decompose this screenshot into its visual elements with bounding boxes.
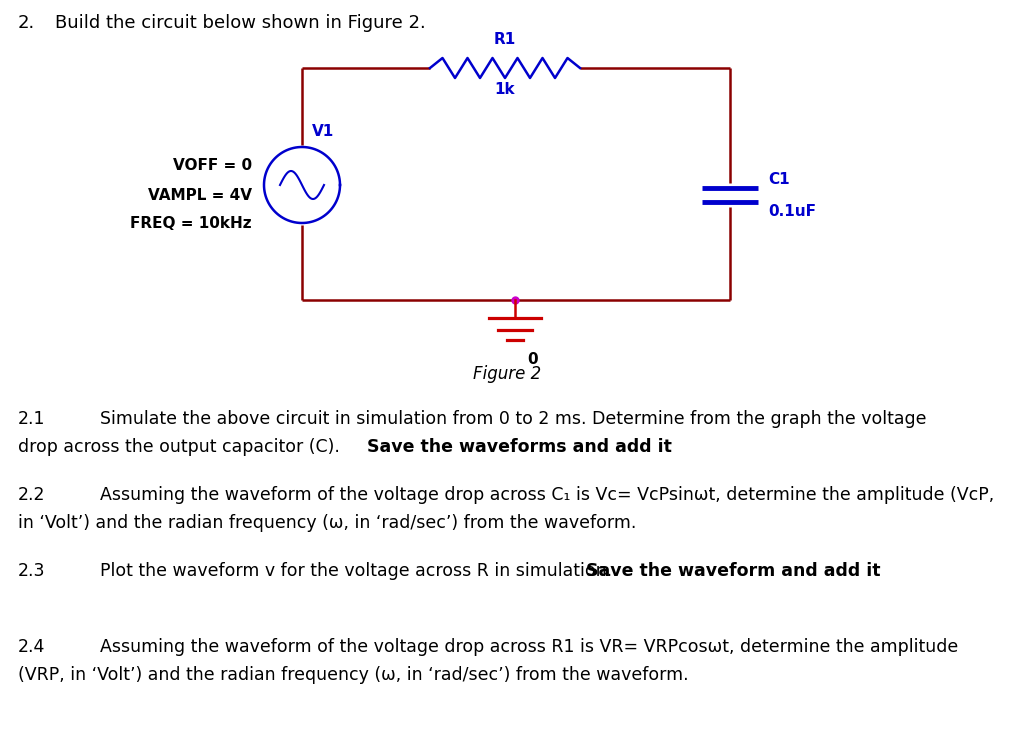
Text: Build the circuit below shown in Figure 2.: Build the circuit below shown in Figure …	[55, 14, 426, 32]
Text: 2.2: 2.2	[18, 486, 46, 504]
Text: Save the waveform and add it: Save the waveform and add it	[586, 562, 880, 580]
Text: Save the waveforms and add it: Save the waveforms and add it	[367, 438, 672, 456]
Text: Figure 2: Figure 2	[473, 365, 541, 383]
Text: VOFF = 0: VOFF = 0	[172, 157, 252, 173]
Text: V1: V1	[312, 124, 335, 139]
Text: Plot the waveform v for the voltage across R in simulation.: Plot the waveform v for the voltage acro…	[100, 562, 618, 580]
Text: 0.1uF: 0.1uF	[768, 203, 816, 219]
Text: 1k: 1k	[495, 83, 515, 97]
Text: Assuming the waveform of the voltage drop across C₁ is Vc= VcPsinωt, determine t: Assuming the waveform of the voltage dro…	[100, 486, 995, 504]
Text: 2.3: 2.3	[18, 562, 46, 580]
Text: FREQ = 10kHz: FREQ = 10kHz	[131, 216, 252, 230]
Text: Assuming the waveform of the voltage drop across R1 is VR= VRPcosωt, determine t: Assuming the waveform of the voltage dro…	[100, 638, 958, 656]
Text: C1: C1	[768, 172, 790, 186]
Text: VAMPL = 4V: VAMPL = 4V	[148, 187, 252, 202]
Text: 2.4: 2.4	[18, 638, 46, 656]
Text: 2.1: 2.1	[18, 410, 46, 428]
Text: in ‘Volt’) and the radian frequency (ω, in ‘rad/sec’) from the waveform.: in ‘Volt’) and the radian frequency (ω, …	[18, 514, 637, 532]
Text: (VRP, in ‘Volt’) and the radian frequency (ω, in ‘rad/sec’) from the waveform.: (VRP, in ‘Volt’) and the radian frequenc…	[18, 666, 689, 684]
Text: R1: R1	[494, 32, 516, 48]
Text: Simulate the above circuit in simulation from 0 to 2 ms. Determine from the grap: Simulate the above circuit in simulation…	[100, 410, 927, 428]
Text: 2.: 2.	[18, 14, 35, 32]
Text: 0: 0	[527, 352, 537, 367]
Text: drop across the output capacitor (C).: drop across the output capacitor (C).	[18, 438, 346, 456]
